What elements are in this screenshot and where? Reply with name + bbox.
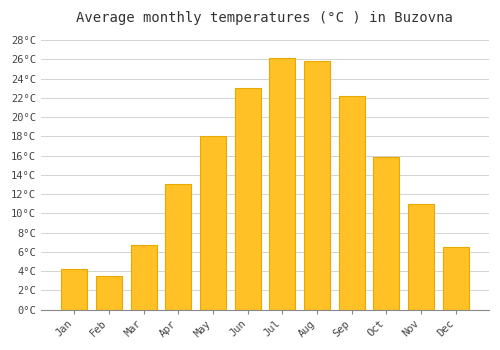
Bar (408, 204, 434, 309)
Title: Average monthly temperatures (°C ) in Buzovna: Average monthly temperatures (°C ) in Bu… (76, 11, 454, 25)
Bar (373, 158, 399, 309)
Bar (270, 58, 295, 309)
Bar (338, 96, 364, 309)
Bar (166, 184, 192, 309)
Bar (62, 269, 88, 309)
Bar (304, 61, 330, 309)
Bar (130, 245, 156, 309)
Bar (96, 276, 122, 309)
Bar (234, 88, 260, 309)
Bar (200, 136, 226, 309)
Bar (442, 247, 468, 309)
